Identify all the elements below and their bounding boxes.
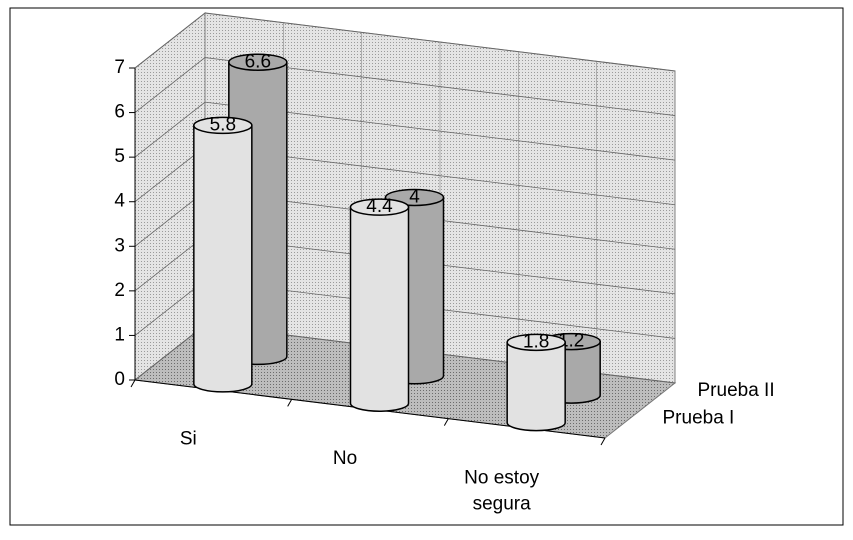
cylinder-part	[193, 124, 253, 393]
data-label: 1.8	[523, 331, 549, 352]
x-tick	[600, 437, 606, 446]
y-tick-label: 0	[114, 369, 125, 390]
grid-line	[134, 12, 676, 72]
x-tick-label: No	[333, 448, 357, 469]
cylinder-part	[506, 333, 566, 352]
cylinder-part	[506, 341, 566, 432]
cylinder-part	[349, 206, 410, 412]
x-tick	[443, 418, 449, 426]
cylinder-part	[349, 198, 410, 216]
data-label: 6.6	[245, 51, 271, 72]
grid-line	[134, 101, 676, 161]
y-tick-label: 5	[114, 146, 125, 167]
x-tick-label: No estoy segura	[464, 467, 539, 514]
cylinder	[193, 116, 253, 393]
y-tick-label: 4	[114, 191, 125, 212]
y-tick-label: 1	[114, 324, 125, 345]
cylinder-part	[193, 116, 253, 135]
cylinder	[506, 333, 566, 432]
y-tick-label: 6	[114, 102, 125, 123]
x-tick-label: Si	[180, 429, 197, 450]
y-tick-label: 7	[114, 57, 125, 78]
y-tick-label: 2	[114, 280, 125, 301]
data-label: 4	[409, 186, 420, 207]
data-label: 5.8	[210, 114, 236, 135]
grid-line	[134, 57, 676, 116]
cylinder	[349, 198, 410, 412]
x-tick	[130, 379, 136, 388]
y-tick-label: 3	[114, 235, 125, 256]
data-label: 4.4	[366, 196, 393, 217]
cylinder-part	[228, 53, 288, 71]
series-label: Prueba II	[698, 380, 775, 401]
series-label: Prueba I	[663, 407, 735, 428]
frame	[9, 7, 844, 526]
x-tick	[287, 399, 293, 407]
